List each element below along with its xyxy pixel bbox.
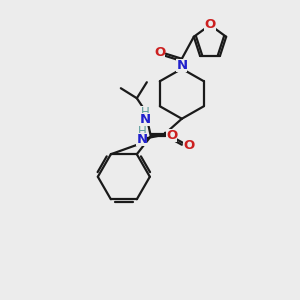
Text: O: O [183,139,194,152]
Text: H: H [140,106,149,119]
Text: O: O [204,17,216,31]
Text: O: O [154,46,166,59]
Text: N: N [176,59,188,72]
Text: N: N [136,133,147,146]
Text: N: N [139,113,150,126]
Text: O: O [166,129,178,142]
Text: H: H [137,125,146,138]
